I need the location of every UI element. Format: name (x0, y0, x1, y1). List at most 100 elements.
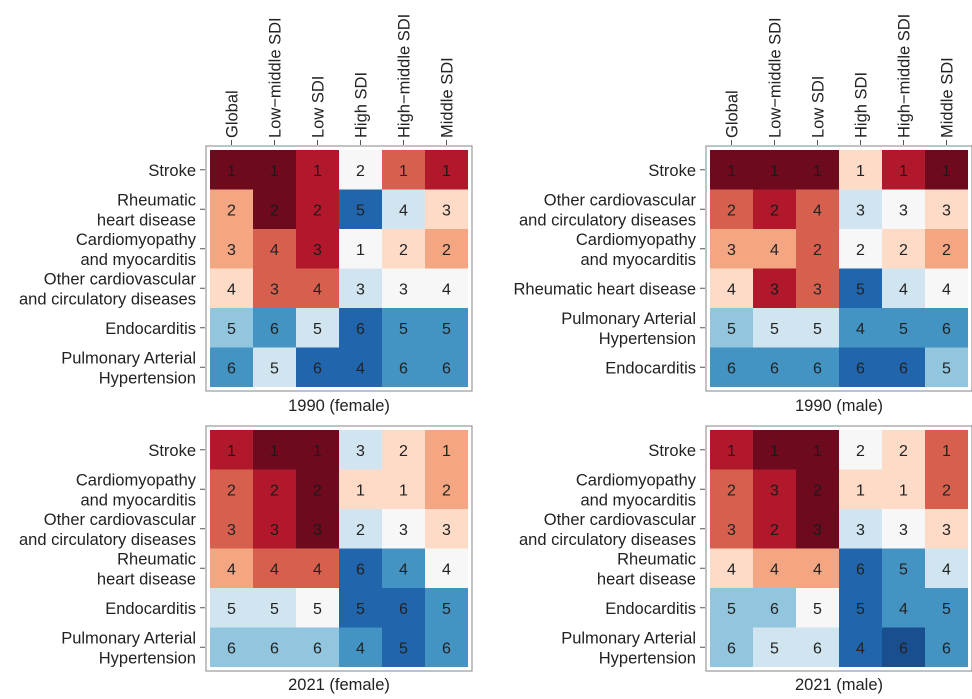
heatmap-cell (753, 469, 796, 509)
row-label: Other cardiovascular (44, 270, 197, 288)
cell-value-label: 3 (399, 281, 408, 298)
cell-value-label: 1 (399, 163, 408, 180)
cell-value-label: 4 (942, 281, 951, 298)
row-label: Pulmonary Arterial (61, 629, 196, 647)
cell-value-label: 1 (399, 482, 408, 499)
heatmap-cell (839, 509, 882, 549)
heatmap-cell (753, 509, 796, 549)
cell-value-label: 5 (227, 601, 236, 618)
cell-value-label: 3 (356, 281, 365, 298)
cell-value-label: 3 (856, 202, 865, 219)
heatmap-cell (753, 189, 796, 229)
cell-value-label: 6 (356, 561, 365, 578)
cell-value-label: 4 (399, 202, 408, 219)
heatmap-cell (425, 229, 468, 269)
cell-value-label: 6 (942, 321, 951, 338)
heatmap-cell (753, 268, 796, 308)
cell-value-label: 4 (442, 281, 451, 298)
heatmap-cell (253, 469, 296, 509)
cell-value-label: 2 (270, 482, 279, 499)
cell-value-label: 6 (356, 321, 365, 338)
heatmap-cell (339, 308, 382, 348)
panel-title: 2021 (female) (288, 676, 390, 694)
heatmap-cell (425, 627, 468, 667)
cell-value-label: 1 (270, 443, 279, 460)
row-label: Cardiomyopathy (76, 231, 197, 249)
panel-frame (705, 425, 972, 672)
cell-value-label: 6 (270, 321, 279, 338)
cell-value-label: 2 (942, 242, 951, 259)
heatmap-cell (382, 268, 425, 308)
row-label: and circulatory diseases (19, 290, 196, 308)
row-label: Pulmonary Arterial (61, 349, 196, 367)
cell-value-label: 3 (227, 522, 236, 539)
cell-value-label: 5 (727, 601, 736, 618)
cell-value-label: 3 (727, 242, 736, 259)
cell-value-label: 6 (813, 360, 822, 377)
heatmap-cell (796, 347, 839, 387)
heatmap-cell (753, 308, 796, 348)
row-label: Hypertension (99, 649, 196, 667)
heatmap-cell (425, 150, 468, 190)
heatmap-cell (925, 627, 968, 667)
cell-value-label: 5 (399, 321, 408, 338)
row-label: Rheumatic heart disease (513, 280, 696, 298)
heatmap-cell (382, 509, 425, 549)
cell-value-label: 1 (356, 242, 365, 259)
heatmap-cell (882, 268, 925, 308)
heatmap-cell (796, 627, 839, 667)
cell-value-label: 2 (270, 202, 279, 219)
heatmap-cell (339, 469, 382, 509)
heatmap-cell (210, 268, 253, 308)
cell-value-label: 4 (727, 561, 736, 578)
row-label: Stroke (648, 162, 696, 180)
heatmap-cell (882, 509, 925, 549)
cell-value-label: 2 (856, 242, 865, 259)
row-label: heart disease (597, 570, 696, 588)
heatmap-cell (296, 347, 339, 387)
cell-value-label: 4 (813, 202, 822, 219)
heatmap-cell (839, 268, 882, 308)
heatmap-cell (253, 150, 296, 190)
heatmap-cell (339, 150, 382, 190)
cell-value-label: 1 (313, 443, 322, 460)
heatmap-panel-4: 1 1 1 2 2 1 Stroke 2 3 2 1 1 2 Cardiomyopathy and myoc… (519, 425, 972, 694)
row-label: Rheumatic (617, 550, 696, 568)
cell-value-label: 4 (899, 281, 908, 298)
cell-value-label: 2 (813, 242, 822, 259)
heatmap-cell (296, 627, 339, 667)
cell-value-label: 3 (313, 522, 322, 539)
cell-value-label: 6 (227, 640, 236, 657)
heatmap-cell (425, 189, 468, 229)
cell-value-label: 4 (270, 242, 279, 259)
cell-value-label: 4 (227, 281, 236, 298)
row-label: heart disease (97, 570, 196, 588)
heatmap-cell (839, 347, 882, 387)
cell-value-label: 6 (770, 601, 779, 618)
heatmap-cell (710, 588, 753, 628)
row-label: Endocarditis (105, 320, 196, 338)
heatmap-cell (210, 509, 253, 549)
heatmap-cell (339, 588, 382, 628)
row-label: Endocarditis (605, 359, 696, 377)
cell-value-label: 2 (227, 482, 236, 499)
column-label: Low SDI (310, 76, 328, 138)
cell-value-label: 5 (227, 321, 236, 338)
cell-value-label: 3 (399, 522, 408, 539)
cell-value-label: 3 (770, 281, 779, 298)
cell-value-label: 2 (356, 163, 365, 180)
heatmap-cell (425, 347, 468, 387)
cell-value-label: 4 (727, 281, 736, 298)
panel-title: 1990 (female) (288, 397, 390, 415)
heatmap-cell (796, 548, 839, 588)
cell-value-label: 2 (856, 443, 865, 460)
heatmap-cell (382, 627, 425, 667)
column-label: Low−middle SDI (767, 17, 785, 138)
heatmap-cell (796, 469, 839, 509)
cell-value-label: 4 (856, 321, 865, 338)
heatmap-cell (882, 548, 925, 588)
cell-value-label: 3 (899, 202, 908, 219)
heatmap-cell (253, 509, 296, 549)
column-label: High−middle SDI (396, 14, 414, 138)
heatmap-cell (710, 268, 753, 308)
